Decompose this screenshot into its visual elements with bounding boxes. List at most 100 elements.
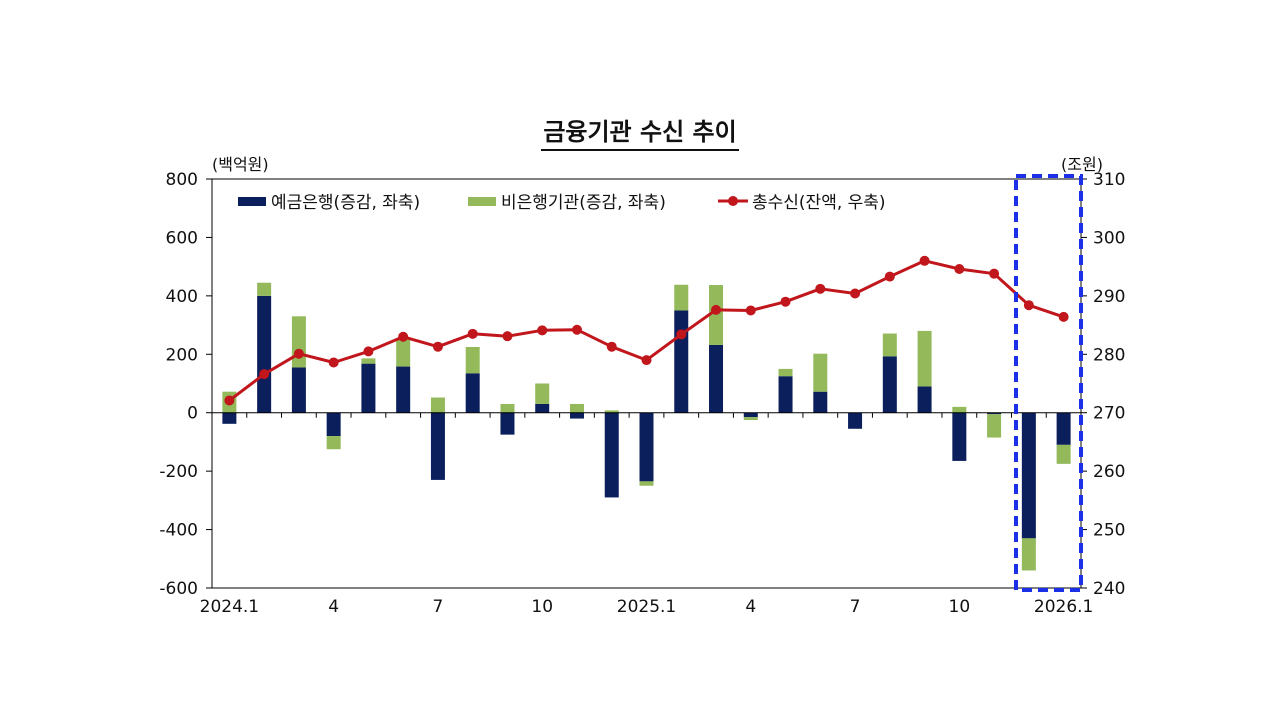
bank-bar bbox=[952, 412, 967, 461]
total-deposits-point bbox=[571, 324, 582, 335]
legend: 예금은행(증감, 좌축) 비은행기관(증감, 좌축) 총수신(잔액, 우축) bbox=[238, 193, 886, 213]
plot-frame bbox=[211, 178, 1082, 589]
bank-bar bbox=[291, 367, 306, 413]
total-deposits-point bbox=[850, 288, 861, 299]
left-axis-tick-label: 600 bbox=[166, 228, 198, 248]
total-deposits-point bbox=[780, 296, 791, 307]
right-axis-tick-label: 250 bbox=[1093, 521, 1125, 541]
nonbank-bar bbox=[639, 481, 654, 486]
left-axis-tick-label: -400 bbox=[159, 521, 198, 541]
total-deposits-point bbox=[432, 341, 443, 352]
bank-bar bbox=[674, 310, 689, 413]
nonbank-bar bbox=[604, 410, 619, 413]
x-axis-tick-label: 7 bbox=[433, 597, 444, 617]
total-deposits-point bbox=[224, 395, 235, 406]
right-axis-tick-label: 270 bbox=[1093, 404, 1125, 424]
total-deposits-point bbox=[1023, 300, 1034, 311]
nonbank-bar bbox=[1021, 538, 1036, 571]
bank-bar bbox=[778, 376, 793, 413]
chart-title: 금융기관 수신 추이 bbox=[0, 112, 1280, 151]
bank-bar bbox=[1021, 412, 1036, 539]
left-axis-tick-label: 800 bbox=[166, 170, 198, 190]
total-deposits-point bbox=[502, 331, 513, 342]
legend-swatch-total-marker bbox=[728, 196, 738, 206]
total-deposits-point bbox=[641, 355, 652, 366]
bank-bar bbox=[257, 295, 272, 413]
nonbank-bar bbox=[743, 417, 758, 421]
nonbank-bar bbox=[917, 330, 932, 387]
right-axis-tick-label: 300 bbox=[1093, 228, 1125, 248]
x-axis-tick-label: 4 bbox=[328, 597, 339, 617]
bank-bar bbox=[604, 412, 619, 498]
left-axis-tick-label: 200 bbox=[166, 345, 198, 365]
legend-swatch-nonbank bbox=[468, 197, 496, 206]
bank-bar bbox=[1056, 412, 1071, 445]
bank-bar bbox=[569, 412, 584, 419]
nonbank-bar bbox=[326, 436, 341, 450]
x-axis-tick-label: 10 bbox=[531, 597, 553, 617]
bank-bar bbox=[535, 403, 550, 413]
nonbank-bar bbox=[987, 414, 1002, 438]
total-deposits-point bbox=[467, 328, 478, 339]
nonbank-bar bbox=[291, 316, 306, 368]
x-axis-tick-label: 2024.1 bbox=[200, 597, 259, 617]
left-axis-unit: (백억원) bbox=[212, 155, 269, 174]
nonbank-bar bbox=[813, 353, 828, 392]
nonbank-bar bbox=[952, 406, 967, 413]
bank-bar bbox=[465, 373, 480, 413]
bank-bar bbox=[326, 412, 341, 437]
left-axis-tick-label: -600 bbox=[159, 579, 198, 599]
x-axis-tick-label: 4 bbox=[745, 597, 756, 617]
total-deposits-line bbox=[228, 259, 1065, 402]
bank-bar bbox=[639, 412, 654, 482]
nonbank-bar bbox=[361, 358, 376, 364]
right-axis-tick-label: 280 bbox=[1093, 345, 1125, 365]
x-axis-tick-label: 10 bbox=[949, 597, 971, 617]
highlight-box bbox=[1014, 174, 1083, 592]
nonbank-bar bbox=[1056, 444, 1071, 464]
total-deposits-point bbox=[989, 268, 1000, 279]
total-deposits-point bbox=[537, 325, 548, 336]
bank-bar bbox=[743, 412, 758, 418]
legend-label-nonbank: 비은행기관(증감, 좌축) bbox=[501, 193, 666, 213]
total-deposits-point bbox=[363, 346, 374, 357]
bank-bar bbox=[430, 412, 445, 480]
left-axis-tick-label: 0 bbox=[187, 404, 198, 424]
bank-bar bbox=[848, 412, 863, 429]
bank-bar bbox=[917, 386, 932, 413]
total-deposits-point bbox=[676, 329, 687, 340]
total-deposits-point bbox=[259, 369, 270, 380]
total-deposits-point bbox=[745, 305, 756, 316]
x-axis-tick-label: 2025.1 bbox=[617, 597, 676, 617]
bank-bar bbox=[882, 356, 897, 413]
right-axis-tick-label: 240 bbox=[1093, 579, 1125, 599]
total-deposits-point bbox=[398, 331, 409, 342]
total-deposits-point bbox=[919, 255, 930, 266]
nonbank-bar bbox=[396, 338, 411, 367]
bank-bar bbox=[500, 412, 515, 435]
total-deposits-point bbox=[954, 263, 965, 274]
bank-bar bbox=[396, 366, 411, 413]
total-deposits-point bbox=[293, 348, 304, 359]
total-deposits-point bbox=[884, 271, 895, 282]
bank-bar bbox=[987, 412, 1002, 415]
left-axis-tick-label: -200 bbox=[159, 462, 198, 482]
right-axis-unit: (조원) bbox=[1061, 155, 1103, 174]
legend-swatch-bank bbox=[238, 197, 266, 206]
total-deposits-point bbox=[815, 283, 826, 294]
total-deposits-point bbox=[606, 341, 617, 352]
nonbank-bar bbox=[882, 333, 897, 357]
total-deposits-point bbox=[711, 304, 722, 315]
right-axis-tick-label: 290 bbox=[1093, 287, 1125, 307]
nonbank-bar bbox=[465, 346, 480, 374]
total-deposits-point bbox=[1058, 311, 1069, 322]
left-axis-tick-label: 400 bbox=[166, 287, 198, 307]
nonbank-bar bbox=[430, 397, 445, 413]
nonbank-bar bbox=[500, 403, 515, 413]
nonbank-bar bbox=[569, 403, 584, 413]
total-deposits-point bbox=[328, 357, 339, 368]
right-axis-tick-label: 260 bbox=[1093, 462, 1125, 482]
nonbank-bar bbox=[709, 285, 724, 345]
nonbank-bar bbox=[674, 284, 689, 311]
